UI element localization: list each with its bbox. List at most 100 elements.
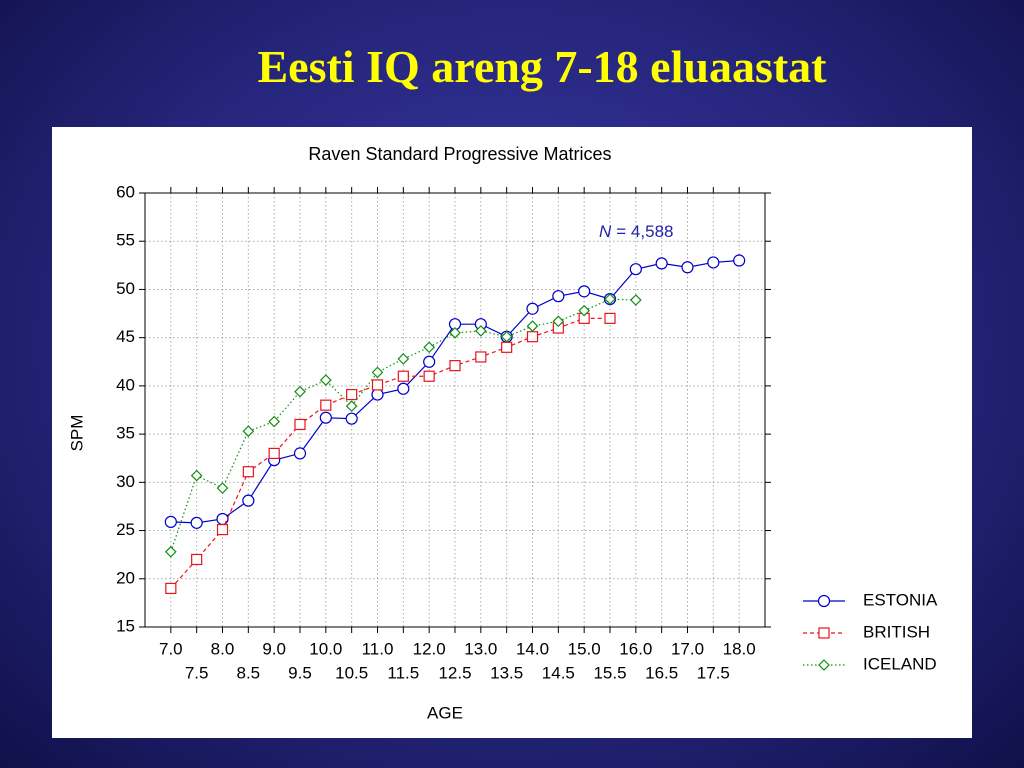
marker	[190, 516, 203, 529]
legend-entry: ICELAND	[803, 654, 937, 673]
marker	[397, 382, 410, 395]
x-tick-label: 12.0	[413, 639, 446, 658]
annotation: N = 4,588	[599, 222, 673, 241]
x-tick-label: 8.5	[237, 663, 261, 682]
legend-entry: BRITISH	[803, 622, 930, 641]
x-tick-label: 8.0	[211, 639, 235, 658]
legend-marker	[817, 594, 831, 608]
marker	[216, 523, 229, 536]
marker	[190, 469, 203, 482]
marker	[242, 425, 255, 438]
x-tick-label: 11.5	[387, 663, 419, 682]
x-tick-label: 9.5	[288, 663, 312, 682]
y-axis-label: SPM	[67, 415, 86, 452]
marker	[164, 545, 177, 558]
x-tick-label: 13.5	[490, 663, 523, 682]
x-axis-label: AGE	[427, 703, 463, 722]
x-tick-label: 9.0	[262, 639, 286, 658]
marker	[629, 263, 642, 276]
legend-label: BRITISH	[863, 622, 930, 641]
annotation-text: = 4,588	[616, 222, 673, 241]
y-tick-label: 35	[116, 424, 135, 443]
marker	[397, 353, 410, 365]
x-tick-label: 7.5	[185, 663, 209, 682]
marker	[733, 254, 746, 267]
marker	[449, 326, 461, 339]
marker	[578, 285, 591, 298]
chart-background	[52, 127, 972, 738]
marker	[216, 482, 229, 494]
y-tick-label: 30	[116, 472, 135, 491]
marker	[552, 290, 565, 303]
x-tick-label: 16.5	[645, 663, 678, 682]
y-tick-label: 15	[116, 616, 135, 635]
marker	[500, 330, 513, 343]
x-tick-label: 10.5	[335, 663, 368, 682]
legend-marker	[818, 627, 830, 639]
x-tick-label: 15.5	[593, 663, 626, 682]
marker	[552, 315, 565, 328]
x-tick-label: 16.0	[619, 639, 652, 658]
marker	[268, 447, 280, 459]
x-tick-label: 14.0	[516, 639, 549, 658]
marker	[293, 447, 307, 460]
marker	[475, 351, 487, 363]
marker	[526, 331, 539, 343]
marker	[268, 415, 281, 428]
marker	[604, 293, 616, 305]
legend-entry: ESTONIA	[803, 590, 938, 609]
marker	[294, 418, 306, 431]
y-tick-label: 50	[116, 279, 135, 298]
marker	[371, 388, 384, 401]
x-tick-label: 18.0	[723, 639, 756, 658]
marker	[397, 370, 409, 382]
x-tick-label: 13.0	[464, 639, 497, 658]
y-tick-label: 45	[116, 327, 135, 346]
legend-label: ESTONIA	[863, 590, 938, 609]
marker	[319, 411, 332, 424]
marker	[474, 325, 487, 337]
marker	[165, 582, 177, 595]
marker	[242, 466, 254, 478]
marker	[707, 256, 720, 269]
y-tick-label: 25	[116, 520, 135, 539]
slide-title: Eesti IQ areng 7-18 eluaastat	[257, 41, 827, 92]
x-tick-label: 17.5	[697, 663, 730, 682]
marker	[681, 261, 694, 274]
marker	[501, 341, 513, 353]
marker	[294, 385, 306, 398]
x-tick-label: 11.0	[362, 639, 394, 658]
x-tick-label: 17.0	[671, 639, 704, 658]
marker	[346, 388, 358, 401]
marker	[655, 257, 668, 270]
marker	[242, 494, 255, 507]
marker	[423, 370, 435, 382]
annotation-italic: N	[599, 222, 612, 241]
marker	[191, 553, 203, 566]
marker	[578, 304, 591, 317]
chart: Raven Standard Progressive Matrices AGE …	[52, 127, 972, 738]
legend-marker	[818, 659, 830, 671]
x-tick-label: 14.5	[542, 663, 575, 682]
marker	[216, 512, 229, 526]
y-tick-label: 40	[116, 375, 135, 394]
marker	[319, 374, 332, 386]
marker	[371, 379, 384, 391]
marker	[345, 400, 358, 412]
marker	[320, 399, 332, 411]
plot-frame	[144, 192, 766, 628]
marker	[345, 412, 358, 425]
marker	[526, 320, 539, 332]
legend-label: ICELAND	[863, 654, 937, 673]
marker	[371, 366, 384, 379]
y-tick-label: 20	[116, 568, 135, 587]
x-tick-label: 10.0	[309, 639, 342, 658]
x-tick-label: 12.5	[438, 663, 471, 682]
y-tick-label: 60	[116, 182, 135, 201]
marker	[526, 302, 539, 315]
x-tick-label: 7.0	[159, 639, 183, 658]
marker	[423, 355, 436, 368]
x-tick-label: 15.0	[568, 639, 601, 658]
y-tick-label: 55	[116, 231, 135, 250]
